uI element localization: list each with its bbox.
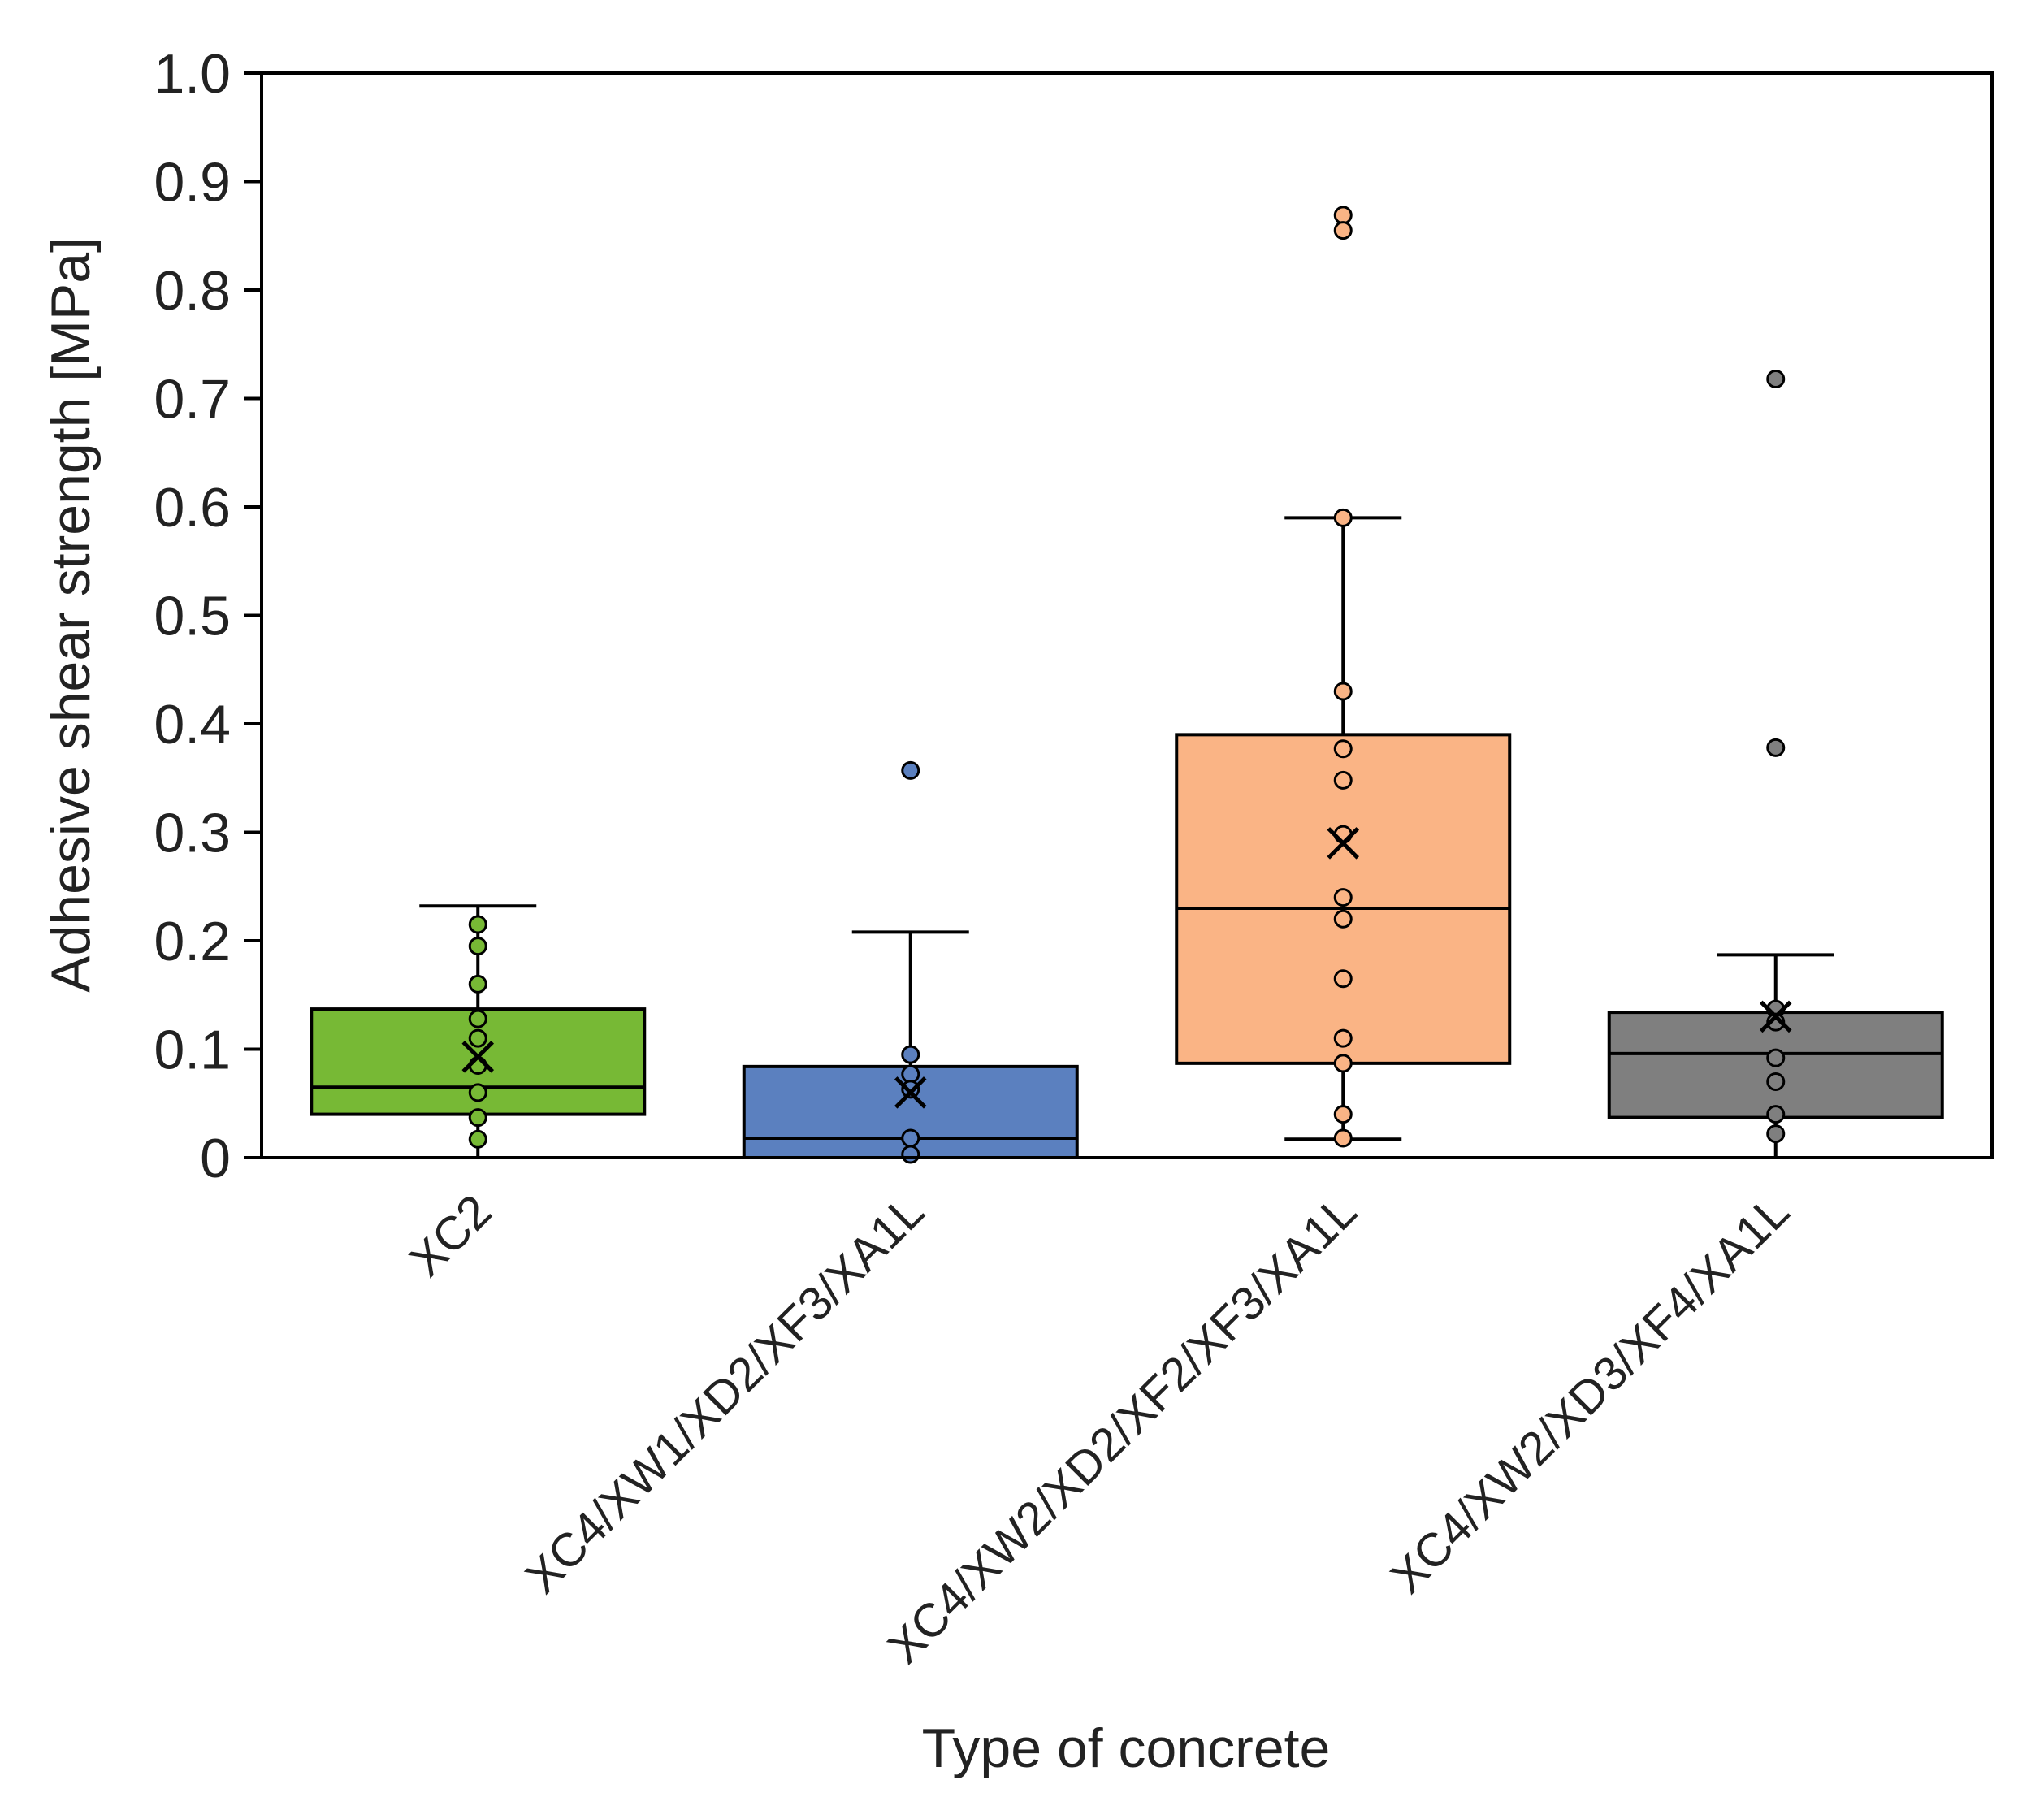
data-point	[468, 974, 487, 994]
data-point	[468, 1083, 487, 1102]
mean-marker	[461, 1041, 495, 1073]
y-tick-label: 0.5	[154, 586, 231, 647]
data-point	[468, 1028, 487, 1048]
data-point	[1333, 969, 1353, 989]
data-point	[1333, 682, 1353, 701]
data-point	[468, 937, 487, 956]
mean-marker	[894, 1076, 927, 1109]
box-group	[1607, 369, 1944, 1159]
data-point	[1333, 1105, 1353, 1124]
data-point	[1766, 1105, 1786, 1124]
outlier-point	[1766, 369, 1786, 388]
data-point	[1766, 1124, 1786, 1144]
y-tick-label: 0.2	[154, 911, 231, 972]
data-point	[901, 1045, 920, 1064]
y-axis-title: Adhesive shear strength [MPa]	[40, 237, 102, 993]
data-point	[1766, 1048, 1786, 1067]
chart-marks	[310, 206, 1944, 1164]
box-group	[742, 760, 1079, 1164]
box-group	[1175, 206, 1512, 1148]
data-point	[468, 1009, 487, 1028]
data-point	[1333, 1054, 1353, 1073]
y-tick-label: 0.3	[154, 803, 231, 864]
y-tick-label: 0.8	[154, 260, 231, 322]
outlier-point	[901, 760, 920, 780]
data-point	[468, 915, 487, 934]
data-point	[468, 1129, 487, 1149]
data-point	[1333, 770, 1353, 790]
outlier-point	[1766, 738, 1786, 757]
mean-marker	[1759, 1000, 1792, 1033]
outlier-point	[1333, 221, 1353, 240]
mean-marker	[1327, 827, 1360, 860]
outlier-point	[1333, 206, 1353, 225]
y-tick-label: 0.7	[154, 369, 231, 431]
data-point	[1333, 909, 1353, 929]
y-tick-label: 0	[200, 1128, 231, 1189]
box-group	[310, 904, 647, 1159]
data-point	[468, 1108, 487, 1128]
y-tick-label: 0.9	[154, 152, 231, 214]
data-point	[1333, 1028, 1353, 1048]
data-point	[1333, 508, 1353, 527]
data-point	[901, 1080, 920, 1099]
data-point	[1333, 739, 1353, 759]
y-tick-label: 0.1	[154, 1020, 231, 1081]
data-point	[1766, 1072, 1786, 1092]
data-point	[1333, 888, 1353, 907]
data-point	[1333, 1128, 1353, 1148]
y-tick-label: 0.6	[154, 477, 231, 539]
data-point	[901, 1064, 920, 1084]
data-point	[901, 1128, 920, 1148]
x-axis-title: Type of concrete	[922, 1717, 1331, 1779]
y-axis: 0 0.1 0.2 0.3 0.4 0.5 0.6 0.7 0.8 0.9 1.0	[154, 43, 262, 1189]
y-tick-label: 1.0	[154, 43, 231, 105]
data-point	[901, 1145, 920, 1164]
y-tick-label: 0.4	[154, 694, 231, 756]
